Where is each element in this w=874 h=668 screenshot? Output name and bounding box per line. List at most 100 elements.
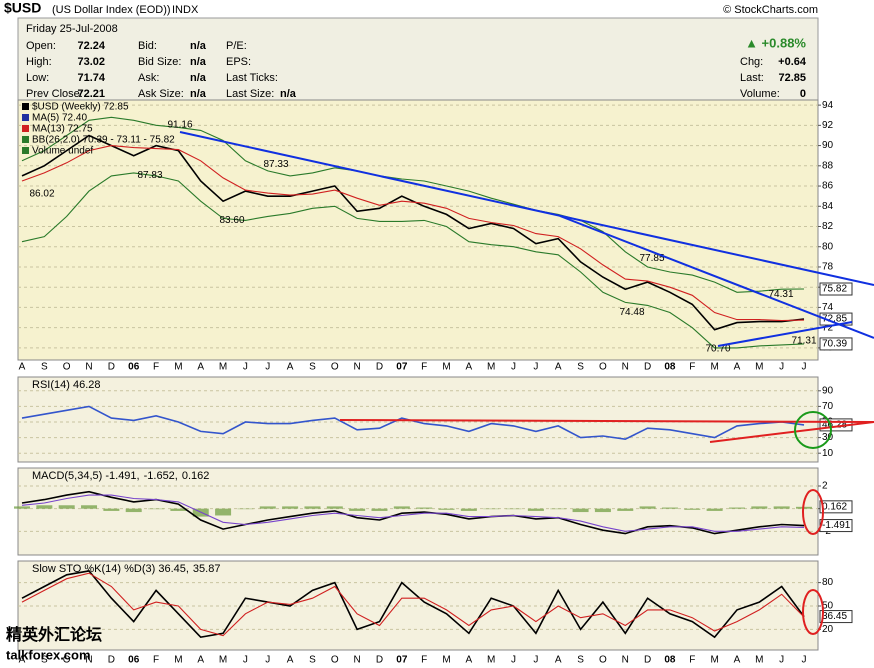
quote-label: Low: [26, 72, 49, 84]
symbol: $USD [4, 0, 41, 16]
histogram-bar [728, 507, 745, 509]
last-value-box [819, 610, 853, 624]
panel-title: MACD(5,34,5) -1.491, [32, 470, 140, 482]
histogram-bar [572, 508, 589, 513]
x-tick-label: S [309, 362, 316, 373]
highlight-circle [794, 411, 832, 449]
histogram-bar [617, 508, 634, 511]
quote-label: Last: [740, 72, 764, 84]
x-tick-label: A [734, 362, 741, 373]
histogram-bar [282, 506, 299, 509]
histogram-bar [125, 508, 142, 513]
y-tick-label: 92 [822, 120, 834, 131]
last-value-box [819, 337, 853, 351]
x-tick-label: J [265, 655, 270, 666]
x-tick-label: D [376, 362, 383, 373]
x-tick-label: A [19, 362, 26, 373]
highlight-ellipse [802, 589, 824, 635]
trend-line [559, 215, 874, 339]
histogram-bar [438, 508, 455, 510]
highlight-ellipse [802, 489, 824, 535]
x-tick-label: S [41, 362, 48, 373]
x-tick-label: D [108, 655, 115, 666]
trend-line [179, 131, 874, 286]
quote-value: n/a [190, 88, 207, 100]
x-tick-label: F [153, 655, 159, 666]
last-value-box [819, 500, 853, 514]
x-tick-label: N [85, 655, 92, 666]
watermark-cn: 精英外汇论坛 [6, 625, 102, 644]
y-tick-label: 30 [822, 432, 834, 443]
x-tick-label: 06 [128, 655, 140, 666]
x-tick-label: J [533, 362, 538, 373]
x-tick-label: A [555, 362, 562, 373]
y-tick-label: 86 [822, 181, 834, 192]
histogram-bar [594, 508, 611, 513]
x-tick-label: J [243, 655, 248, 666]
quote-label: Bid Size: [138, 56, 181, 68]
x-tick-label: M [219, 655, 227, 666]
series-line [21, 172, 805, 349]
x-tick-label: M [710, 655, 718, 666]
y-tick-label: 80 [822, 241, 834, 252]
series-line [21, 145, 805, 322]
x-tick-label: M [174, 362, 182, 373]
y-tick-label: 80 [822, 577, 834, 588]
x-tick-label: O [599, 362, 607, 373]
series-line [21, 134, 805, 331]
histogram-bar [460, 508, 477, 511]
quote-label: Ask: [138, 72, 159, 84]
legend-swatch [22, 136, 29, 143]
x-tick-label: M [710, 362, 718, 373]
x-tick-label: S [41, 655, 48, 666]
x-tick-label: A [287, 362, 294, 373]
legend-label: BB(26,2.0) 70.39 - 73.11 - 75.82 [32, 135, 175, 146]
x-tick-label: A [555, 655, 562, 666]
quote-label: Chg: [740, 56, 763, 68]
quote-value: 72.21 [77, 88, 105, 100]
x-tick-label: 07 [396, 655, 408, 666]
x-tick-label: 07 [396, 362, 408, 373]
quote-label: Prev Close: [26, 88, 83, 100]
y-tick-label: 50 [822, 601, 834, 612]
histogram-bar [215, 508, 232, 516]
price-annotation: 86.02 [29, 188, 54, 199]
histogram-bar [259, 506, 276, 509]
quote-value: n/a [190, 72, 207, 84]
x-tick-label: J [802, 362, 807, 373]
change-pct: ▲ +0.88% [745, 35, 806, 50]
price-annotation: 70.70 [705, 343, 730, 354]
price-annotation: 74.31 [768, 289, 793, 300]
legend-swatch [22, 125, 29, 132]
histogram-bar [103, 508, 120, 511]
y-tick-label: 82 [822, 221, 834, 232]
x-tick-label: O [331, 362, 339, 373]
quote-date: Friday 25-Jul-2008 [26, 23, 118, 35]
histogram-bar [416, 507, 433, 509]
legend-label: MA(13) 72.75 [32, 124, 93, 135]
source: © StockCharts.com [723, 4, 818, 16]
histogram-bar [148, 508, 165, 510]
x-tick-label: J [265, 362, 270, 373]
price-annotation: 74.48 [619, 307, 644, 318]
quote-panel [17, 17, 819, 101]
x-tick-label: O [63, 362, 71, 373]
last-value-label: 75.82 [822, 284, 847, 295]
x-tick-label: N [354, 362, 361, 373]
y-tick-label: 90 [822, 385, 834, 396]
x-tick-label: M [442, 655, 450, 666]
x-tick-label: A [287, 655, 294, 666]
exchange: INDX [172, 4, 199, 16]
x-tick-label: S [577, 362, 584, 373]
series-line [21, 570, 805, 639]
quote-value: 73.02 [77, 56, 105, 68]
series-line [21, 494, 805, 532]
histogram-bar [170, 508, 187, 511]
histogram-bar [304, 506, 321, 509]
quote-label: EPS: [226, 56, 251, 68]
x-tick-label: M [487, 655, 495, 666]
quote-label: Last Size: [226, 88, 274, 100]
quote-label: Volume: [740, 88, 780, 100]
x-tick-label: J [243, 362, 248, 373]
